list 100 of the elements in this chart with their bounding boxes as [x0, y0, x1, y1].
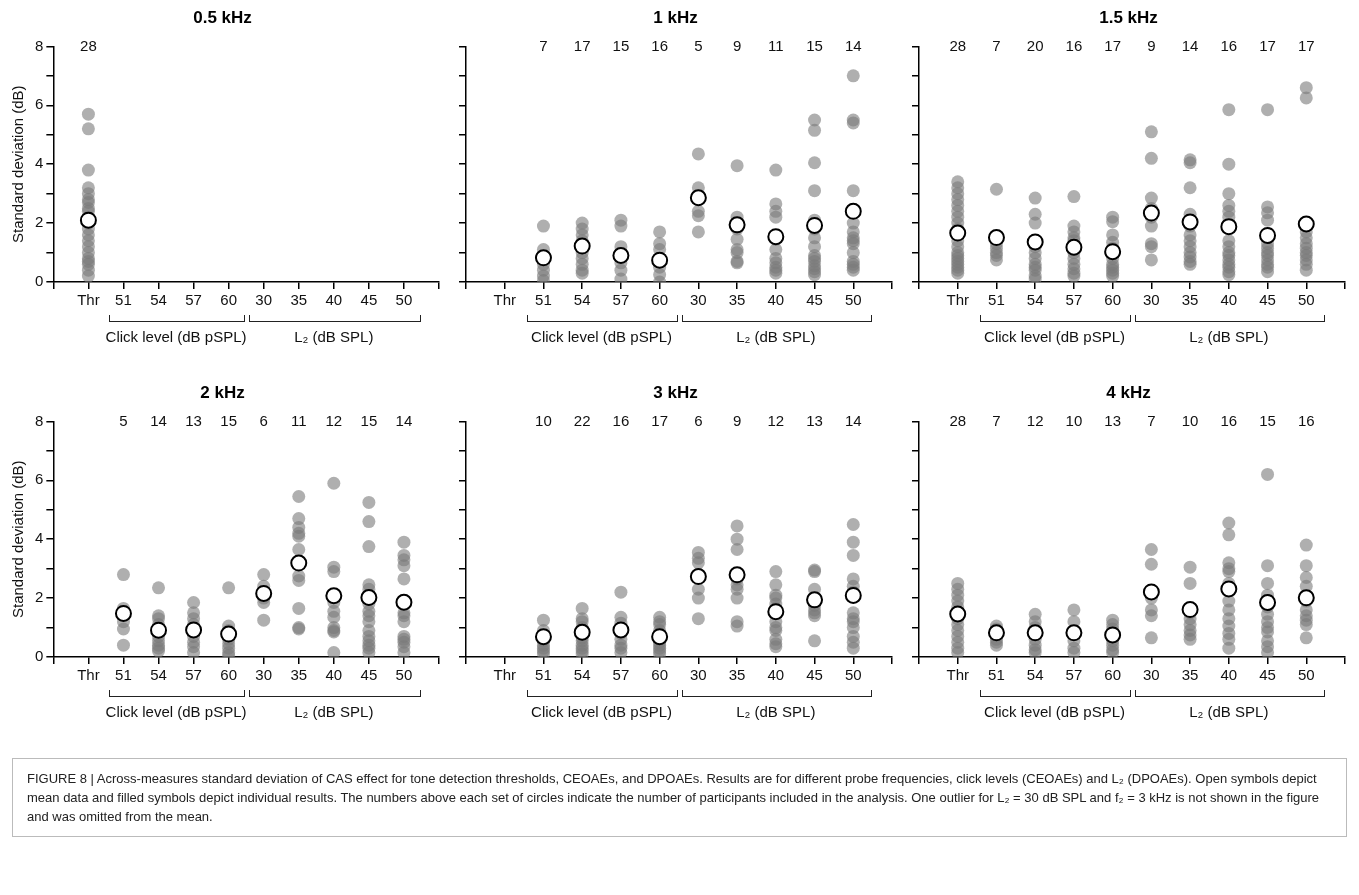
- x-tick-label: 30: [255, 291, 273, 309]
- annotation: 6: [694, 411, 703, 429]
- point: [949, 224, 967, 242]
- x-tick-label: 57: [185, 291, 202, 309]
- x-tick-label: 45: [806, 666, 823, 684]
- point: [1297, 589, 1315, 607]
- x-tick-label: 50: [395, 291, 413, 309]
- x-tick-label: 51: [115, 291, 132, 309]
- annotation: 14: [395, 411, 413, 429]
- y-tick-label: 8: [35, 36, 44, 54]
- annotation: 14: [844, 411, 862, 429]
- annotation: 7: [1147, 411, 1156, 429]
- x-tick-label: 54: [573, 666, 591, 684]
- caption: FIGURE 8 | Across-measures standard deviation of CAS effect for tone detection thresholds, CEOAEs, and DPOAEs. Results are for different probe frequencies, click levels (CEOAEs) and L₂ (DPOAEs). Open symbols depict mean data and filled symbols depict individual results. The numbers above each set of circles indicate the number of participants included in the analysis. One outlier for L₂ = 30 dB SPL and f₂ = 3 kHz is not shown in the figure and was omitted from the mean.: [27, 770, 1321, 826]
- y-tick-label: 0: [35, 272, 44, 290]
- point: [1104, 626, 1122, 644]
- x-tick-label: Thr: [493, 666, 516, 684]
- point: [806, 216, 824, 234]
- x-tick-label: 40: [767, 291, 785, 309]
- x-tick-label: 30: [690, 291, 707, 309]
- y-tick-label: 0: [35, 647, 44, 665]
- x-tick-label: 50: [1297, 666, 1315, 684]
- annotation: 17: [1297, 36, 1315, 54]
- x-tick-label: 45: [1259, 291, 1276, 309]
- x-tick-label: 30: [255, 666, 273, 684]
- point: [844, 586, 862, 604]
- x-tick-label: 57: [185, 666, 202, 684]
- text: L₂ (dB SPL): [1188, 702, 1270, 721]
- y-axis-title: Standard deviation (dB): [9, 460, 27, 618]
- point: [325, 587, 343, 605]
- annotation: 15: [1259, 411, 1276, 429]
- x-tick-label: Thr: [946, 666, 969, 684]
- point: [987, 229, 1005, 247]
- point: [728, 216, 746, 234]
- x-tick-label: Thr: [493, 291, 516, 309]
- x-tick-label: 60: [1104, 666, 1121, 684]
- point: [612, 621, 630, 639]
- annotation: 5: [119, 411, 128, 429]
- point: [1181, 601, 1199, 619]
- annotation: 7: [992, 411, 1001, 429]
- point: [1026, 233, 1044, 251]
- x-tick-label: 51: [535, 291, 552, 309]
- point: [1026, 624, 1044, 642]
- x-tick-label: 51: [115, 666, 132, 684]
- x-tick-label: 54: [150, 666, 167, 684]
- annotation: 16: [1220, 411, 1238, 429]
- annotation: 14: [844, 36, 862, 54]
- x-tick-label: 45: [360, 666, 378, 684]
- y-tick-label: 4: [35, 529, 44, 547]
- annotation: 17: [1259, 36, 1276, 54]
- point: [255, 584, 273, 602]
- x-tick-label: 40: [1220, 666, 1238, 684]
- annotation: 28: [949, 411, 967, 429]
- x-tick-label: 50: [844, 666, 862, 684]
- annotation: 12: [767, 411, 785, 429]
- chart-title: 1.5 kHz: [1099, 7, 1158, 27]
- x-tick-label: 57: [612, 666, 630, 684]
- annotation: 16: [1297, 411, 1315, 429]
- point: [689, 568, 707, 586]
- point: [150, 621, 168, 639]
- text: L₂ (dB SPL): [1188, 327, 1270, 346]
- annotation: 22: [573, 411, 591, 429]
- point: [185, 621, 203, 639]
- x-tick-label: 54: [1026, 291, 1044, 309]
- point: [1142, 583, 1160, 601]
- x-tick-label: 51: [988, 666, 1005, 684]
- annotation: 9: [732, 411, 742, 429]
- text: L₂ (dB SPL): [294, 703, 374, 720]
- y-tick-label: 2: [35, 213, 44, 231]
- x-tick-label: 60: [220, 291, 237, 309]
- chart-title: 3 kHz: [653, 382, 698, 402]
- x-tick-label: 57: [1065, 291, 1083, 309]
- x-tick-label: 50: [844, 291, 862, 309]
- annotation: 13: [806, 411, 823, 429]
- point: [1065, 624, 1083, 642]
- point: [806, 591, 824, 609]
- x-tick-label: 35: [290, 291, 308, 309]
- x-tick-label: 51: [988, 291, 1005, 309]
- chart-title: 2 kHz: [200, 382, 245, 402]
- x-tick-label: 35: [728, 666, 746, 684]
- annotation: 15: [360, 411, 378, 429]
- point: [651, 628, 669, 646]
- annotation: 11: [768, 36, 784, 54]
- point: [651, 251, 669, 269]
- x-tick-label: 54: [150, 291, 167, 309]
- chart-title: 1 kHz: [653, 7, 698, 27]
- annotation: 6: [259, 411, 268, 429]
- annotation: 5: [694, 36, 703, 54]
- annotation: 11: [290, 411, 307, 429]
- y-axis-title: Standard deviation (dB): [9, 85, 27, 243]
- point: [534, 249, 552, 267]
- text: Click level (dB pSPL): [530, 702, 673, 721]
- chart-title: 4 kHz: [1106, 382, 1151, 402]
- text: L₂ (dB SPL): [735, 702, 817, 721]
- chart-title: 0.5 kHz: [193, 7, 252, 27]
- point: [220, 625, 238, 643]
- x-tick-label: 54: [1026, 666, 1044, 684]
- annotation: 15: [612, 36, 630, 54]
- text: Click level (dB pSPL): [983, 327, 1126, 346]
- point: [689, 189, 707, 207]
